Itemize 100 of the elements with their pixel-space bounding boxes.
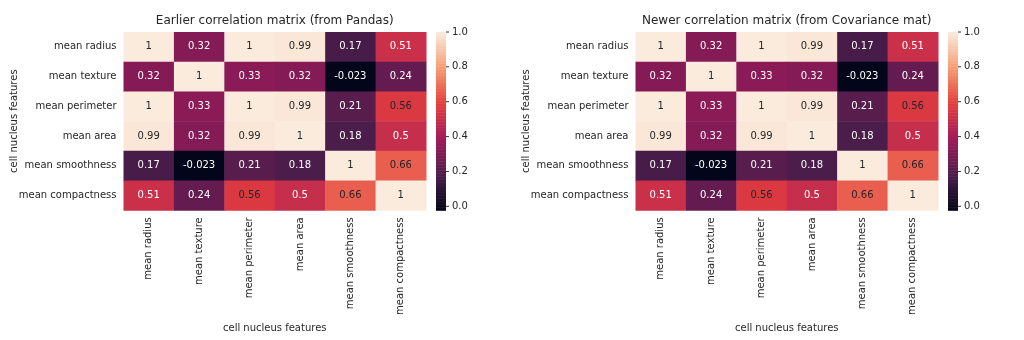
y-tick-label: mean texture (48, 70, 117, 82)
color-bar-label: 0.0 (964, 199, 980, 211)
data-label: 0.51 (901, 40, 924, 52)
data-label: 1 (758, 99, 765, 111)
data-label: 0.17 (137, 159, 160, 171)
data-label: 1 (347, 159, 354, 171)
y-tick-label: mean radius (54, 40, 117, 52)
data-label: -0.023 (695, 159, 728, 171)
data-label: 0.33 (238, 70, 261, 82)
color-bar-label: 0.4 (452, 130, 468, 142)
y-tick-label: mean perimeter (35, 99, 118, 111)
data-label: 1 (145, 40, 152, 52)
data-label: 0.24 (901, 70, 924, 82)
y-tick-label: mean smoothness (24, 159, 117, 171)
data-label: 0.32 (699, 129, 723, 141)
data-label: 1 (246, 40, 253, 52)
data-label: 0.99 (137, 129, 160, 141)
data-label: 0.56 (389, 99, 412, 111)
data-label: 0.32 (187, 40, 211, 52)
chart-title: Newer correlation matrix (from Covariance mat) (642, 13, 932, 28)
data-label: 1 (758, 40, 765, 52)
data-label: 0.99 (288, 99, 312, 111)
color-bar-label: 1.0 (964, 25, 980, 37)
data-label: 0.66 (389, 159, 412, 171)
data-label: 0.32 (649, 70, 672, 82)
data-label: 0.18 (288, 159, 312, 171)
y-tick-label: mean smoothness (536, 159, 629, 171)
x-tick-label: mean area (805, 217, 817, 272)
data-label: 0.99 (649, 129, 672, 141)
data-label: 0.21 (851, 99, 874, 111)
data-label: 0.32 (699, 40, 723, 52)
data-label: 0.66 (339, 189, 362, 201)
color-bar-label: 0.6 (452, 95, 468, 107)
data-label: 0.99 (800, 40, 824, 52)
y-tick-label: mean area (62, 129, 117, 141)
data-label: 1 (296, 129, 304, 141)
x-tick-label: mean perimeter (243, 216, 255, 299)
data-label: 0.32 (800, 70, 824, 82)
color-bar-label: 1.0 (452, 25, 468, 37)
data-label: -0.023 (846, 70, 879, 82)
data-label: 0.18 (851, 129, 874, 141)
x-tick-label: mean compactness (394, 217, 406, 315)
data-label: 0.5 (904, 129, 921, 141)
y-tick-label: mean radius (566, 40, 629, 52)
color-bar-label: 0.8 (452, 60, 468, 72)
data-label: 0.24 (187, 189, 211, 201)
y-axis-title: cell nucleus features (519, 69, 531, 173)
color-bar-label: 0.2 (964, 165, 980, 177)
data-label: 0.5 (804, 189, 820, 201)
data-label: 0.32 (187, 129, 211, 141)
data-label: 0.33 (187, 99, 211, 111)
data-label: 0.51 (389, 40, 412, 52)
data-label: 0.24 (699, 189, 723, 201)
data-label: 0.99 (800, 99, 824, 111)
color-bar-label: 0.2 (452, 165, 468, 177)
data-label: 1 (808, 129, 816, 141)
y-tick-label: mean texture (560, 70, 629, 82)
data-label: 0.24 (389, 70, 412, 82)
data-label: 0.56 (238, 189, 261, 201)
y-tick-label: mean compactness (18, 189, 117, 201)
data-label: 0.99 (238, 129, 261, 141)
data-label: 0.21 (238, 159, 261, 171)
x-tick-label: mean smoothness (855, 217, 867, 310)
y-tick-label: mean compactness (530, 189, 629, 201)
data-label: 0.5 (292, 189, 308, 201)
data-label: 0.32 (288, 70, 312, 82)
data-label: 1 (859, 159, 866, 171)
data-label: 0.5 (392, 129, 409, 141)
x-axis-title: cell nucleus features (222, 321, 327, 333)
x-tick-label: mean smoothness (343, 217, 355, 310)
data-label: 0.33 (699, 99, 723, 111)
color-bar-label: 0.8 (964, 60, 980, 72)
y-tick-label: mean perimeter (547, 99, 630, 111)
x-tick-label: mean area (293, 217, 305, 272)
data-label: 0.51 (137, 189, 160, 201)
data-label: 0.99 (288, 40, 312, 52)
y-axis-title: cell nucleus features (7, 69, 19, 173)
data-label: 0.66 (851, 189, 874, 201)
color-bar-label: 0.4 (964, 130, 980, 142)
data-label: 1 (657, 99, 664, 111)
x-tick-label: mean compactness (906, 217, 918, 315)
data-label: 0.17 (851, 40, 874, 52)
data-label: 0.51 (649, 189, 672, 201)
data-label: 0.17 (339, 40, 362, 52)
data-label: 1 (246, 99, 253, 111)
data-label: 0.18 (800, 159, 824, 171)
data-label: 1 (909, 189, 916, 201)
data-label: 0.21 (339, 99, 362, 111)
data-label: 1 (145, 99, 152, 111)
x-tick-label: mean texture (704, 217, 716, 285)
x-axis-title: cell nucleus features (734, 321, 839, 333)
x-tick-label: mean perimeter (755, 216, 767, 299)
data-label: 0.32 (137, 70, 160, 82)
data-label: -0.023 (183, 159, 216, 171)
x-tick-label: mean texture (192, 217, 204, 285)
data-label: 0.99 (750, 129, 773, 141)
data-label: 0.56 (901, 99, 924, 111)
data-label: -0.023 (334, 70, 367, 82)
y-tick-label: mean area (574, 129, 629, 141)
data-label: 0.33 (750, 70, 773, 82)
